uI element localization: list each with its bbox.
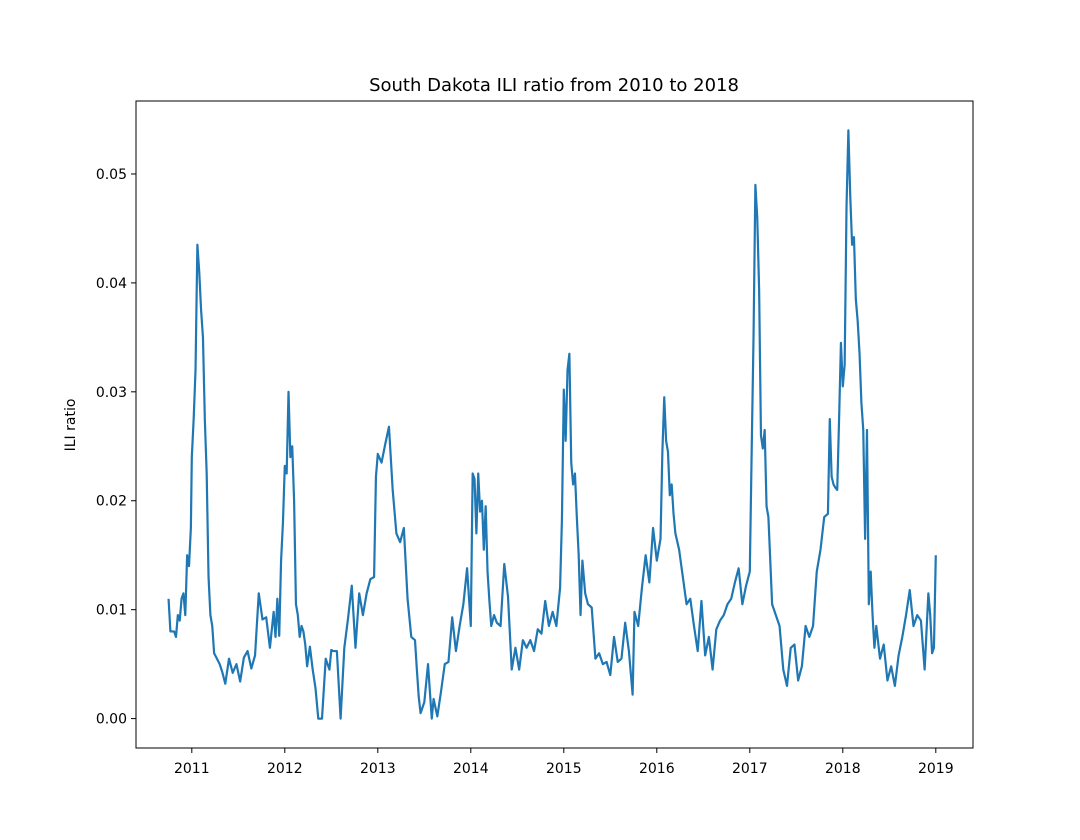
x-tick-label: 2011 [174,761,210,777]
x-tick-label: 2014 [453,761,489,777]
y-tick-label: 0.00 [96,712,127,728]
x-tick-label: 2012 [267,761,303,777]
x-tick-label: 2016 [639,761,675,777]
y-tick-label: 0.05 [96,167,127,183]
plot-area [167,129,937,720]
y-tick-label: 0.04 [96,276,127,292]
x-tick-label: 2017 [732,761,768,777]
y-axis-label: ILI ratio [63,399,79,452]
y-tick-label: 0.01 [96,603,127,619]
x-tick-label: 2013 [360,761,396,777]
y-tick-label: 0.03 [96,385,127,401]
x-axis: 2011 2012 2013 2014 2015 2016 2017 2018 2019 [174,748,954,777]
x-tick-label: 2015 [546,761,582,777]
series-line-0 [167,129,937,720]
axes-frame [135,100,974,749]
x-tick-label: 2019 [918,761,954,777]
x-tick-label: 2018 [825,761,861,777]
y-axis: 0.00 0.01 0.02 0.03 0.04 0.05 [96,167,136,728]
chart-title: South Dakota ILI ratio from 2010 to 2018 [369,75,739,96]
y-tick-label: 0.02 [96,494,127,510]
